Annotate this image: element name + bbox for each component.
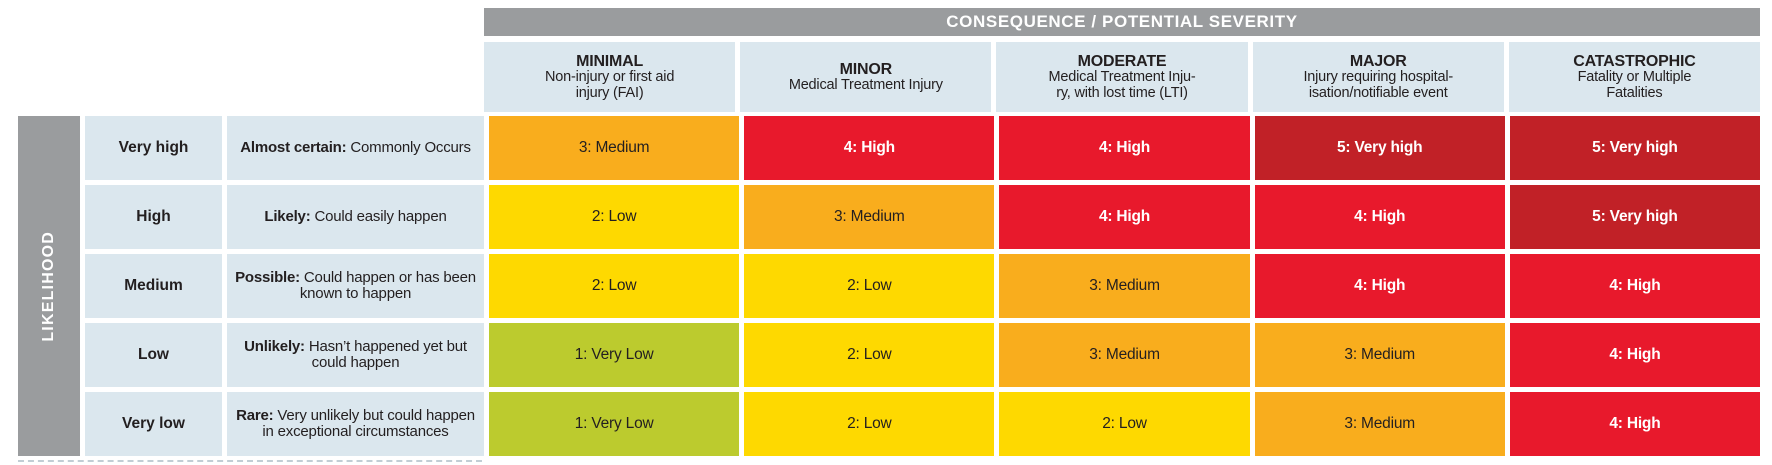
risk-cell-group: 1: Very Low 2: Low 3: Medium 3: Medium 4… <box>489 323 1761 387</box>
severity-title: CATASTROPHIC <box>1573 53 1696 70</box>
likelihood-label: Low <box>85 323 222 387</box>
severity-subtitle: Fatality or Multiple Fatalities <box>1577 69 1692 101</box>
likelihood-description: Likely: Could easily happen <box>264 207 447 226</box>
likelihood-description-cell: Rare: Very unlikely but could happen in … <box>227 392 484 456</box>
likelihood-description-cell: Likely: Could easily happen <box>227 185 484 249</box>
risk-rating-cell: 2: Low <box>744 323 995 387</box>
risk-rating-cell: 2: Low <box>999 392 1250 456</box>
risk-rating-cell: 5: Very high <box>1254 116 1505 180</box>
likelihood-description-cell: Almost certain: Commonly Occurs <box>227 116 484 180</box>
matrix-row: Very high Almost certain: Commonly Occur… <box>85 116 1761 180</box>
matrix-row: Very low Rare: Very unlikely but could h… <box>85 392 1761 456</box>
likelihood-description-text: Hasn’t happened yet but could happen <box>304 337 467 371</box>
risk-rating-cell: 4: High <box>999 116 1250 180</box>
likelihood-descriptor: Likely: <box>264 207 311 225</box>
risk-rating-cell: 3: Medium <box>999 323 1250 387</box>
top-left-spacer <box>18 8 484 36</box>
risk-cell-group: 1: Very Low 2: Low 2: Low 3: Medium 4: H… <box>489 392 1761 456</box>
likelihood-description-cell: Possible: Could happen or has been known… <box>227 254 484 318</box>
likelihood-label: Very low <box>85 392 222 456</box>
risk-rating-cell: 5: Very high <box>1509 185 1761 249</box>
likelihood-description-text: Could happen or has been known to happen <box>299 268 476 302</box>
severity-column-header: MINIMAL Non-injury or first aid injury (… <box>484 42 736 112</box>
likelihood-description: Unlikely: Hasn’t happened yet but could … <box>235 337 476 372</box>
likelihood-description-cell: Unlikely: Hasn’t happened yet but could … <box>227 323 484 387</box>
risk-rating-cell: 4: High <box>999 185 1250 249</box>
likelihood-label: Very high <box>85 116 222 180</box>
consequence-header-row: CONSEQUENCE / POTENTIAL SEVERITY <box>18 8 1760 36</box>
likelihood-descriptor: Unlikely: <box>244 337 305 355</box>
severity-subtitle: Medical Treatment Injury <box>788 76 943 93</box>
severity-title: MINIMAL <box>576 53 644 70</box>
matrix-row: High Likely: Could easily happen 2: Low … <box>85 185 1761 249</box>
matrix-rows: Very high Almost certain: Commonly Occur… <box>85 116 1761 456</box>
risk-rating-cell: 4: High <box>1509 392 1761 456</box>
risk-rating-cell: 3: Medium <box>1254 392 1505 456</box>
likelihood-description: Almost certain: Commonly Occurs <box>240 138 471 157</box>
matrix-row: Low Unlikely: Hasn’t happened yet but co… <box>85 323 1761 387</box>
likelihood-label: High <box>85 185 222 249</box>
risk-cell-group: 3: Medium 4: High 4: High 5: Very high 5… <box>489 116 1761 180</box>
risk-rating-cell: 4: High <box>1254 185 1505 249</box>
severity-title: MINOR <box>839 60 893 78</box>
likelihood-axis-label: LIKELIHOOD <box>40 230 57 342</box>
severity-column-header: MINOR Medical Treatment Injury <box>740 42 992 112</box>
likelihood-description-text: Very unlikely but could happen in except… <box>262 406 475 440</box>
likelihood-description-text: Commonly Occurs <box>346 138 471 156</box>
severity-title: MODERATE <box>1077 53 1167 70</box>
risk-rating-cell: 1: Very Low <box>489 392 740 456</box>
consequence-severity-label: CONSEQUENCE / POTENTIAL SEVERITY <box>946 12 1298 31</box>
likelihood-descriptor: Rare: <box>236 406 274 424</box>
risk-rating-cell: 2: Low <box>489 185 740 249</box>
risk-rating-cell: 3: Medium <box>999 254 1250 318</box>
risk-rating-cell: 2: Low <box>489 254 740 318</box>
matrix-row: Medium Possible: Could happen or has bee… <box>85 254 1761 318</box>
severity-column-header: MAJOR Injury requiring hospital- isation… <box>1252 42 1504 112</box>
risk-rating-cell: 3: Medium <box>489 116 740 180</box>
likelihood-descriptor: Almost certain: <box>240 138 347 156</box>
risk-rating-cell: 5: Very high <box>1509 116 1761 180</box>
risk-rating-cell: 3: Medium <box>744 185 995 249</box>
likelihood-description: Possible: Could happen or has been known… <box>235 268 476 303</box>
risk-cell-group: 2: Low 3: Medium 4: High 4: High 5: Very… <box>489 185 1761 249</box>
severity-subtitle: Injury requiring hospital- isation/notif… <box>1303 69 1453 101</box>
risk-rating-cell: 3: Medium <box>1254 323 1505 387</box>
risk-rating-cell: 1: Very Low <box>489 323 740 387</box>
severity-column-header: MODERATE Medical Treatment Inju- ry, wit… <box>996 42 1248 112</box>
risk-rating-cell: 4: High <box>1509 254 1761 318</box>
likelihood-label: Medium <box>85 254 222 318</box>
risk-cell-group: 2: Low 2: Low 3: Medium 4: High 4: High <box>489 254 1761 318</box>
likelihood-axis-bar: LIKELIHOOD <box>18 116 80 456</box>
severity-title: MAJOR <box>1349 53 1407 70</box>
risk-rating-cell: 4: High <box>744 116 995 180</box>
severity-subtitle: Non-injury or first aid injury (FAI) <box>545 69 675 101</box>
likelihood-description-text: Could easily happen <box>310 207 447 225</box>
page-fold-dashed-line <box>18 460 482 462</box>
consequence-severity-bar: CONSEQUENCE / POTENTIAL SEVERITY <box>484 8 1760 36</box>
risk-rating-cell: 2: Low <box>744 254 995 318</box>
risk-rating-cell: 4: High <box>1254 254 1505 318</box>
severity-subtitle: Medical Treatment Inju- ry, with lost ti… <box>1048 69 1196 101</box>
header-left-spacer <box>18 42 479 112</box>
matrix-body: LIKELIHOOD Very high Almost certain: Com… <box>18 116 1761 456</box>
likelihood-description: Rare: Very unlikely but could happen in … <box>235 406 476 441</box>
likelihood-descriptor: Possible: <box>235 268 300 286</box>
risk-rating-cell: 4: High <box>1509 323 1761 387</box>
severity-column-header: CATASTROPHIC Fatality or Multiple Fatali… <box>1508 42 1761 112</box>
severity-columns-row: MINIMAL Non-injury or first aid injury (… <box>18 42 1761 112</box>
risk-rating-cell: 2: Low <box>744 392 995 456</box>
